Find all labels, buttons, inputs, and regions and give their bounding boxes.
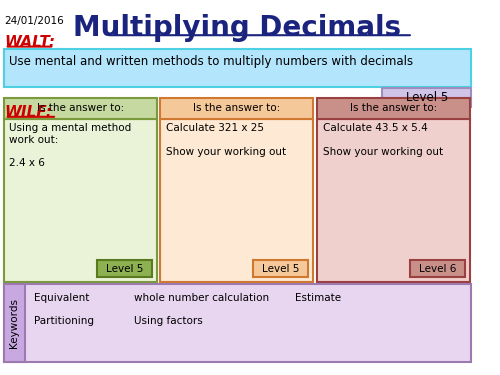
Text: Is the answer to:: Is the answer to: [350, 103, 437, 113]
FancyBboxPatch shape [317, 119, 470, 282]
Text: 24/01/2016: 24/01/2016 [4, 16, 64, 26]
Text: Multiplying Decimals: Multiplying Decimals [73, 14, 402, 42]
FancyBboxPatch shape [4, 119, 156, 282]
FancyBboxPatch shape [317, 98, 470, 119]
Text: WALT:: WALT: [4, 35, 56, 50]
FancyBboxPatch shape [160, 119, 313, 282]
Text: Level 5: Level 5 [406, 92, 448, 104]
Text: Is the answer to:: Is the answer to: [193, 103, 280, 113]
FancyBboxPatch shape [4, 284, 24, 362]
Text: Level 5: Level 5 [262, 264, 300, 274]
FancyBboxPatch shape [410, 260, 465, 277]
Text: Is the answer to:: Is the answer to: [36, 103, 124, 113]
Text: Estimate: Estimate [295, 293, 341, 303]
Text: Calculate 43.5 x 5.4

Show your working out: Calculate 43.5 x 5.4 Show your working o… [322, 123, 442, 157]
FancyBboxPatch shape [4, 98, 156, 119]
Text: Using a mental method
work out:

2.4 x 6: Using a mental method work out: 2.4 x 6 [10, 123, 132, 168]
Text: Calculate 321 x 25

Show your working out: Calculate 321 x 25 Show your working out [166, 123, 286, 157]
FancyBboxPatch shape [4, 284, 470, 362]
Text: Level 6: Level 6 [418, 264, 456, 274]
FancyBboxPatch shape [4, 50, 470, 87]
FancyBboxPatch shape [97, 260, 152, 277]
Text: whole number calculation

Using factors: whole number calculation Using factors [134, 293, 269, 327]
Text: Equivalent

Partitioning: Equivalent Partitioning [34, 293, 94, 327]
FancyBboxPatch shape [382, 88, 470, 107]
FancyBboxPatch shape [254, 260, 308, 277]
Text: WILF:: WILF: [4, 105, 52, 120]
FancyBboxPatch shape [160, 98, 313, 119]
Text: Use mental and written methods to multiply numbers with decimals: Use mental and written methods to multip… [10, 55, 413, 68]
Text: Level 5: Level 5 [106, 264, 143, 274]
Text: Keywords: Keywords [9, 298, 19, 348]
